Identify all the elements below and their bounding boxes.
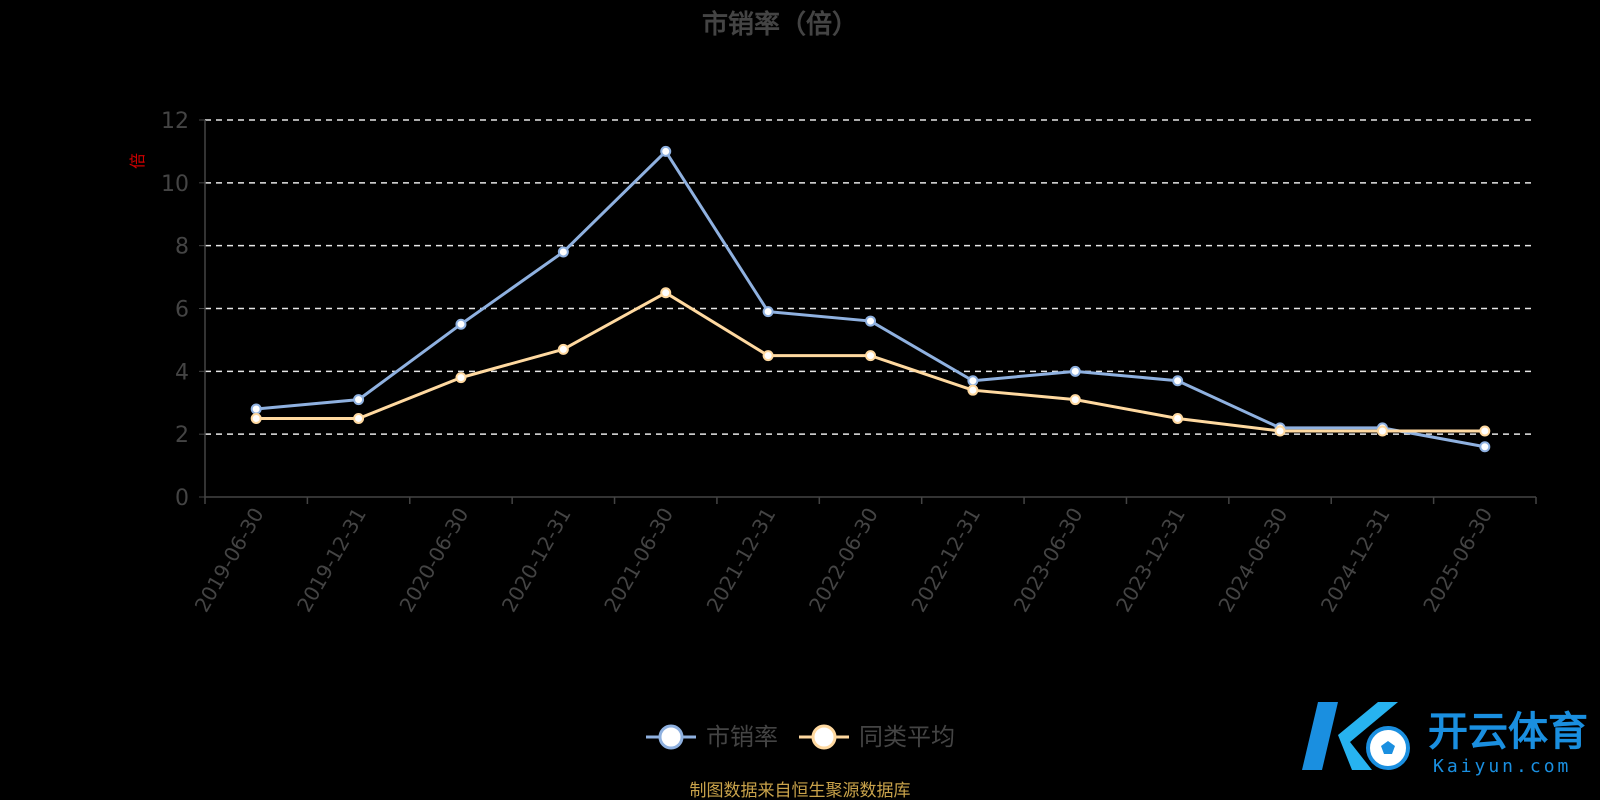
x-axis-ticks: 2019-06-30 2019-12-31 2020-06-30 2020-12-31… — [190, 497, 1537, 617]
y-axis-ticks: 0 2 4 6 8 10 12 — [161, 109, 205, 511]
watermark-brand-cn: 开云体育 — [1428, 709, 1588, 755]
y-tick-label: 10 — [161, 172, 189, 197]
data-point-series-1[interactable] — [1376, 425, 1388, 437]
watermark-brand-en: Kaiyun.com — [1433, 756, 1571, 777]
series-line-0 — [256, 149, 1486, 449]
x-tick-label: 2025-06-30 — [1418, 504, 1497, 617]
data-point-series-0[interactable] — [557, 246, 569, 258]
kaiyun-logo-icon — [1302, 702, 1410, 770]
y-axis-unit-label: 倍 — [128, 153, 147, 169]
data-point-series-1[interactable] — [762, 350, 774, 362]
legend-label-series-1: 同类平均 — [859, 723, 955, 751]
data-point-series-0[interactable] — [1479, 441, 1491, 453]
legend-marker-series-0 — [658, 724, 684, 750]
x-tick-label: 2021-12-31 — [702, 504, 781, 617]
y-tick-label: 2 — [175, 423, 189, 448]
axes — [204, 120, 1536, 498]
chart-title: 市销率（倍） — [702, 9, 858, 40]
data-point-series-1[interactable] — [1172, 412, 1184, 424]
data-point-series-0[interactable] — [353, 394, 365, 406]
data-point-series-0[interactable] — [250, 403, 262, 415]
y-tick-label: 4 — [175, 360, 189, 385]
x-tick-label: 2023-12-31 — [1111, 504, 1190, 617]
data-point-series-1[interactable] — [250, 412, 262, 424]
x-tick-label: 2019-12-31 — [292, 504, 371, 617]
y-tick-label: 12 — [161, 109, 189, 134]
x-tick-label: 2020-06-30 — [394, 504, 473, 617]
series-line-1 — [256, 291, 1485, 433]
data-point-series-0[interactable] — [967, 375, 979, 387]
data-point-series-1[interactable] — [353, 412, 365, 424]
legend-label-series-0: 市销率 — [706, 723, 778, 751]
data-point-series-0[interactable] — [660, 145, 672, 157]
series-group — [250, 145, 1491, 453]
y-tick-label: 8 — [175, 235, 189, 260]
legend: 市销率 同类平均 — [646, 723, 955, 751]
data-point-series-1[interactable] — [1479, 425, 1491, 437]
grid-lines — [205, 119, 1536, 435]
x-tick-label: 2024-06-30 — [1213, 504, 1292, 617]
data-point-series-1[interactable] — [455, 372, 467, 384]
x-tick-label: 2022-06-30 — [804, 504, 883, 617]
legend-marker-series-1 — [811, 724, 837, 750]
data-point-series-0[interactable] — [1172, 375, 1184, 387]
data-point-series-0[interactable] — [1069, 365, 1081, 377]
legend-item-series-0[interactable]: 市销率 — [646, 723, 778, 751]
x-tick-label: 2022-12-31 — [906, 504, 985, 617]
data-point-series-1[interactable] — [557, 343, 569, 355]
x-tick-label: 2024-12-31 — [1316, 504, 1395, 617]
watermark-logo: 开云体育 Kaiyun.com — [1302, 702, 1588, 777]
data-point-series-1[interactable] — [1069, 394, 1081, 406]
data-point-series-0[interactable] — [455, 318, 467, 330]
data-point-series-1[interactable] — [967, 384, 979, 396]
x-tick-label: 2019-06-30 — [190, 504, 269, 617]
data-point-series-1[interactable] — [660, 287, 672, 299]
data-point-series-1[interactable] — [1274, 425, 1286, 437]
x-tick-label: 2023-06-30 — [1009, 504, 1088, 617]
legend-item-series-1[interactable]: 同类平均 — [799, 723, 955, 751]
data-point-series-1[interactable] — [865, 350, 876, 362]
x-tick-label: 2021-06-30 — [599, 504, 678, 617]
source-note: 制图数据来自恒生聚源数据库 — [690, 781, 911, 800]
x-tick-label: 2020-12-31 — [497, 504, 576, 617]
data-point-series-0[interactable] — [762, 306, 774, 318]
y-tick-label: 6 — [175, 298, 189, 323]
data-point-series-0[interactable] — [865, 315, 876, 327]
y-tick-label: 0 — [175, 486, 189, 511]
